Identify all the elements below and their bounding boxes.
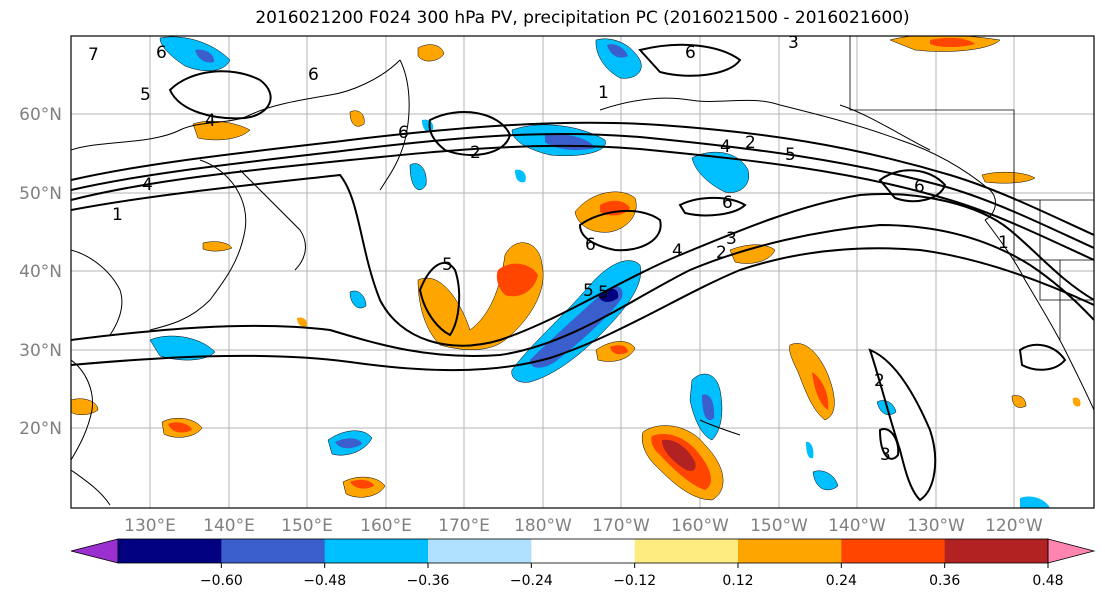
contour-label: 2 (745, 133, 756, 153)
lon-label: 120°W (985, 516, 1043, 536)
lat-label: 50°N (19, 184, 62, 204)
contour-label: 4 (205, 111, 216, 131)
lat-label: 60°N (19, 105, 62, 125)
colorbar-swatch (944, 539, 1049, 563)
lon-label: 130°W (907, 516, 965, 536)
contour-label: 5 (598, 283, 609, 303)
contour-label: 5 (442, 255, 453, 275)
contour-label: 2 (470, 143, 481, 163)
colorbar-extend-low (70, 538, 119, 564)
colorbar-tick-label: 0.48 (1032, 573, 1063, 589)
colorbar-extend-high (1047, 538, 1096, 564)
contour-label: 2 (874, 371, 885, 391)
colorbar-swatch (634, 539, 739, 563)
lon-label: 150°W (750, 516, 808, 536)
precip-negative-shading (149, 36, 1050, 508)
contour-label: 1 (598, 83, 609, 103)
contour-label: 2 (716, 243, 727, 263)
boundaries (849, 36, 1094, 340)
coastlines (71, 59, 1094, 506)
contour-label: 4 (720, 137, 731, 157)
colorbar-tick-label: −0.36 (407, 573, 450, 589)
precip-positive-shading (71, 36, 1081, 501)
latitude-labels: 60°N 50°N 40°N 30°N 20°N (19, 105, 62, 439)
lat-label: 30°N (19, 341, 62, 361)
contour-label: 3 (788, 33, 799, 53)
contour-label: 1 (998, 233, 1009, 253)
colorbar-swatch (324, 539, 429, 563)
colorbar-tick-label: 0.36 (929, 573, 960, 589)
colorbar-swatch (221, 539, 326, 563)
lon-label: 140°W (828, 516, 886, 536)
contour-label: 6 (398, 123, 409, 143)
contour-label: 4 (142, 175, 153, 195)
colorbar-tick-label: −0.12 (613, 573, 656, 589)
contour-label: 3 (880, 445, 891, 465)
contour-labels: 7 6 6 5 4 6 6 3 1 4 1 2 2 5 4 5 6 6 4 3 … (88, 33, 1009, 465)
lon-label: 160°W (671, 516, 729, 536)
chart-title: 2016021200 F024 300 hPa PV, precipitatio… (255, 8, 910, 28)
plot-frame (70, 35, 1095, 509)
contour-label: 5 (785, 145, 796, 165)
plot-area (71, 36, 1094, 508)
longitude-labels: 130°E 140°E 150°E 160°E 170°E 180°W 170°… (124, 516, 1043, 536)
colorbar: −0.60 −0.48 −0.36 −0.24 −0.12 0.12 0.24 0.36 0.4… (70, 538, 1096, 589)
lon-label: 160°E (360, 516, 412, 536)
contour-label: 6 (585, 235, 596, 255)
colorbar-swatch (841, 539, 946, 563)
colorbar-tick-label: −0.60 (200, 573, 243, 589)
lon-label: 170°W (592, 516, 650, 536)
lon-label: 140°E (203, 516, 255, 536)
colorbar-swatch (428, 539, 532, 563)
colorbar-swatch (531, 539, 636, 563)
contour-label: 5 (583, 281, 594, 301)
pv-contours (71, 43, 1094, 502)
contour-label: 1 (112, 205, 123, 225)
contour-label: 3 (726, 229, 737, 249)
colorbar-swatch (738, 539, 842, 563)
contour-label: 6 (156, 43, 167, 63)
contour-label: 6 (308, 65, 319, 85)
contour-label: 6 (722, 193, 733, 213)
lat-label: 40°N (19, 262, 62, 282)
lon-label: 180°W (514, 516, 572, 536)
colorbar-tick-label: −0.48 (303, 573, 346, 589)
contour-label: 4 (672, 241, 683, 261)
colorbar-tick-label: 0.24 (826, 573, 857, 589)
colorbar-tick-label: −0.24 (510, 573, 553, 589)
lat-label: 20°N (19, 419, 62, 439)
colorbar-tick-label: 0.12 (722, 573, 753, 589)
colorbar-swatch (118, 539, 222, 563)
contour-label: 5 (140, 85, 151, 105)
lon-label: 150°E (281, 516, 333, 536)
contour-label: 7 (88, 45, 99, 65)
lon-label: 130°E (124, 516, 176, 536)
contour-label: 6 (914, 177, 925, 197)
contour-label: 6 (685, 43, 696, 63)
lon-label: 170°E (438, 516, 490, 536)
